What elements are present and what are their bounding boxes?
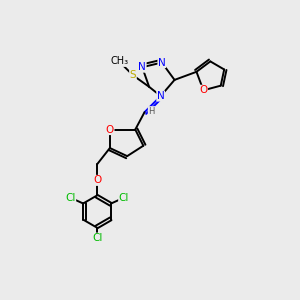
Text: N: N — [138, 62, 146, 72]
Text: O: O — [106, 124, 114, 135]
Text: O: O — [199, 85, 208, 95]
Text: N: N — [157, 91, 165, 101]
Text: H: H — [148, 106, 154, 116]
Text: S: S — [130, 70, 136, 80]
Text: N: N — [158, 58, 166, 68]
Text: Cl: Cl — [65, 193, 76, 203]
Text: Cl: Cl — [119, 193, 129, 203]
Text: O: O — [93, 176, 101, 185]
Text: CH₃: CH₃ — [110, 56, 128, 66]
Text: Cl: Cl — [92, 233, 102, 243]
